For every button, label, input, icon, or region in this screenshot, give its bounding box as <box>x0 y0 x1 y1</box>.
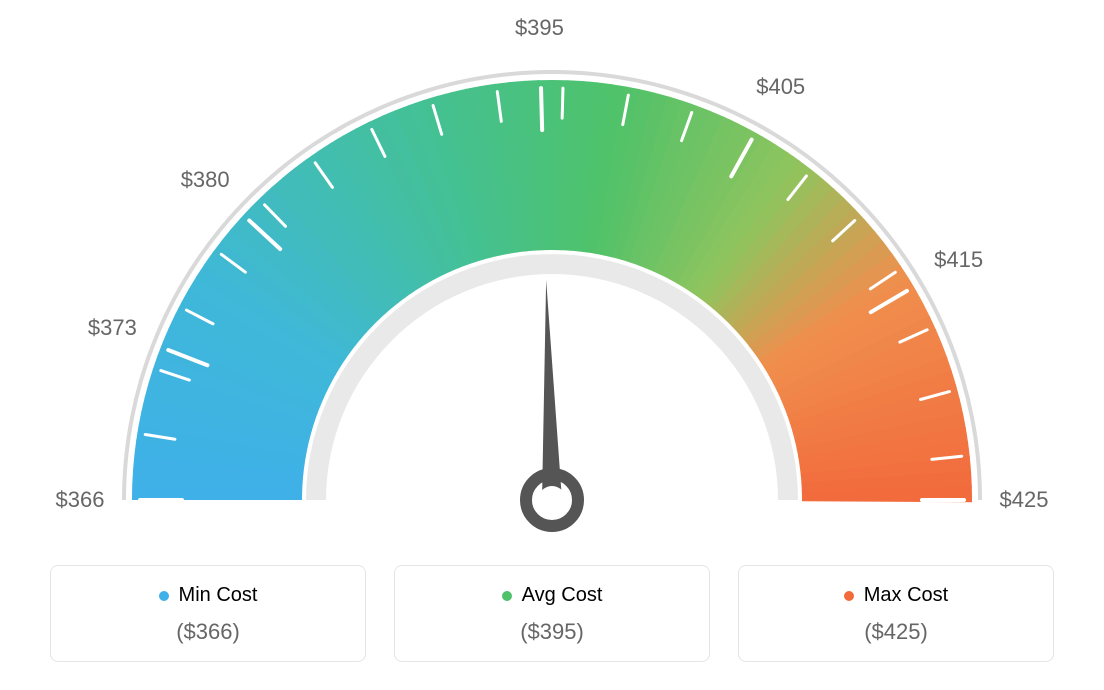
gauge-chart: $366 $373 $380 $395 $405 $415 $425 <box>0 0 1104 560</box>
legend-row: Min Cost ($366) Avg Cost ($395) Max Cost… <box>50 565 1054 662</box>
legend-card-max: Max Cost ($425) <box>738 565 1054 662</box>
gauge-svg <box>0 0 1104 560</box>
dot-icon <box>159 591 169 601</box>
legend-value-avg: ($395) <box>405 619 699 645</box>
legend-label-max: Max Cost <box>844 584 948 607</box>
gauge-tick-label: $366 <box>56 487 105 513</box>
legend-card-min: Min Cost ($366) <box>50 565 366 662</box>
legend-label-avg: Avg Cost <box>502 584 603 607</box>
gauge-tick-label: $425 <box>1000 487 1049 513</box>
legend-value-max: ($425) <box>749 619 1043 645</box>
gauge-tick-label: $415 <box>934 247 983 273</box>
dot-icon <box>502 591 512 601</box>
gauge-tick-label: $395 <box>515 15 564 41</box>
legend-text-avg: Avg Cost <box>522 584 603 607</box>
legend-label-min: Min Cost <box>159 584 258 607</box>
legend-card-avg: Avg Cost ($395) <box>394 565 710 662</box>
gauge-tick-label: $373 <box>88 315 137 341</box>
legend-text-max: Max Cost <box>864 584 948 607</box>
gauge-tick-label: $380 <box>181 167 230 193</box>
legend-value-min: ($366) <box>61 619 355 645</box>
dot-icon <box>844 591 854 601</box>
legend-text-min: Min Cost <box>179 584 258 607</box>
gauge-tick-label: $405 <box>756 74 805 100</box>
